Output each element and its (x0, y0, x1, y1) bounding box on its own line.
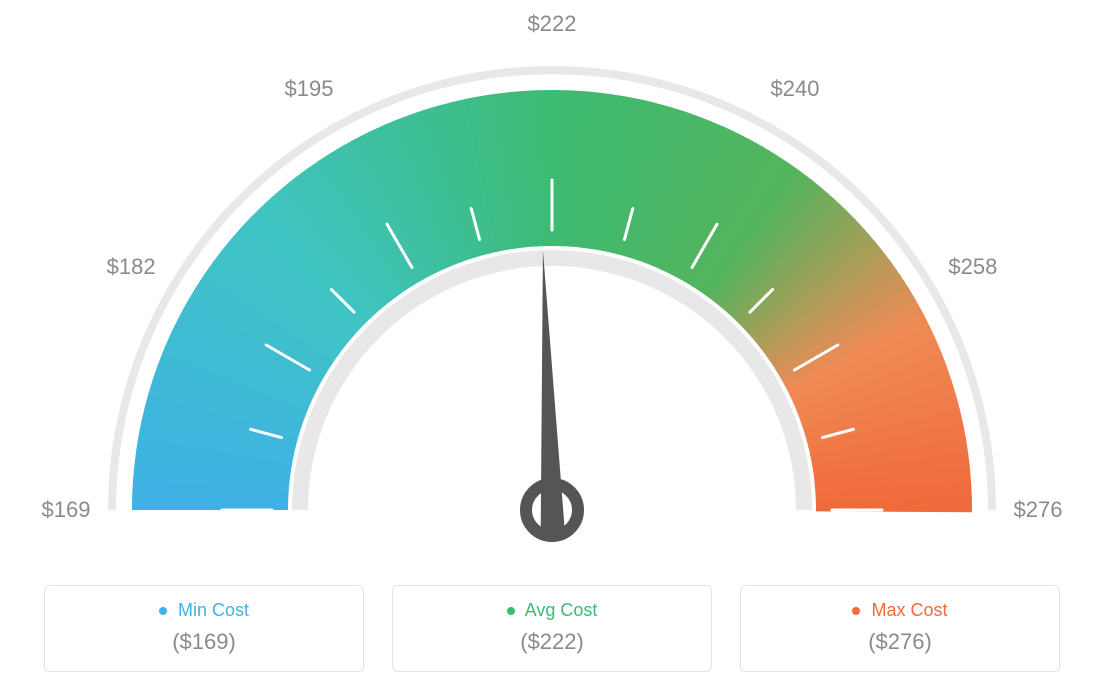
gauge-tick-label: $195 (285, 76, 334, 102)
gauge-tick-label: $169 (42, 497, 91, 523)
gauge-area: $169 $182 $195 $222 $240 $258 $276 (0, 0, 1104, 560)
cost-gauge-container: $169 $182 $195 $222 $240 $258 $276 Min Cost ($… (0, 0, 1104, 690)
legend-value-min: ($169) (45, 629, 363, 655)
legend-label-avg: Avg Cost (525, 600, 598, 620)
legend-row: Min Cost ($169) Avg Cost ($222) Max Cost… (0, 585, 1104, 672)
legend-title-avg: Avg Cost (393, 600, 711, 621)
legend-card-avg: Avg Cost ($222) (392, 585, 712, 672)
legend-dot-min (159, 607, 167, 615)
gauge-chart (0, 0, 1104, 560)
legend-title-max: Max Cost (741, 600, 1059, 621)
gauge-tick-label: $258 (948, 254, 997, 280)
legend-value-max: ($276) (741, 629, 1059, 655)
legend-dot-max (852, 607, 860, 615)
legend-card-min: Min Cost ($169) (44, 585, 364, 672)
gauge-tick-label: $276 (1014, 497, 1063, 523)
gauge-tick-label: $222 (528, 11, 577, 37)
gauge-tick-label: $182 (107, 254, 156, 280)
legend-title-min: Min Cost (45, 600, 363, 621)
legend-card-max: Max Cost ($276) (740, 585, 1060, 672)
legend-value-avg: ($222) (393, 629, 711, 655)
gauge-tick-label: $240 (771, 76, 820, 102)
legend-dot-avg (507, 607, 515, 615)
legend-label-max: Max Cost (871, 600, 947, 620)
legend-label-min: Min Cost (178, 600, 249, 620)
